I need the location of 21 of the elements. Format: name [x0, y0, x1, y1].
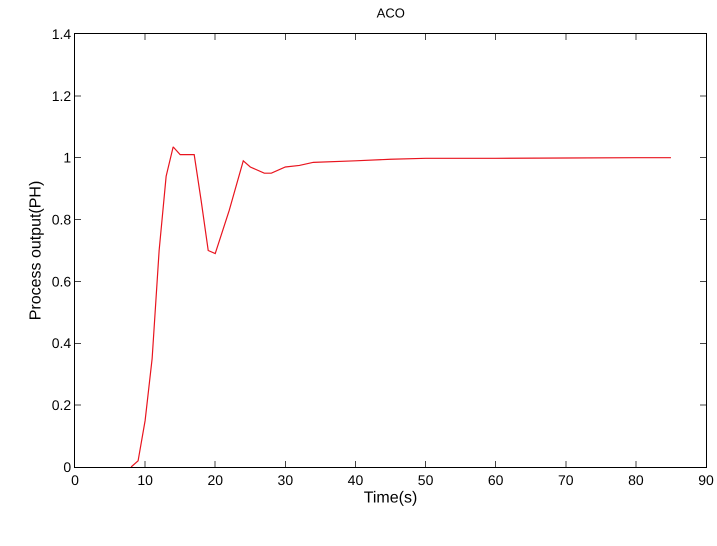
y-tick-label: 0.4 [52, 335, 72, 352]
x-tick-label: 70 [558, 472, 574, 488]
y-tick-label: 0.8 [52, 211, 72, 228]
chart-title: ACO [376, 5, 405, 20]
y-tick-label: 1 [63, 150, 72, 166]
line-series [130, 146, 672, 467]
x-tick-label: 60 [488, 472, 504, 488]
y-tick-label: 1.2 [52, 88, 72, 104]
x-tick-label: 10 [137, 472, 154, 488]
y-tick-label: 0 [63, 458, 72, 475]
y-tick-label: 0.6 [52, 273, 72, 290]
x-axis-title: Time(s) [364, 490, 418, 506]
x-tick-label: 30 [278, 472, 294, 488]
x-tick-label: 20 [207, 472, 224, 488]
y-axis-title: Process output(PH) [28, 180, 45, 320]
x-tick-label: 40 [348, 472, 364, 488]
x-tick-label: 90 [698, 472, 714, 488]
y-tick-label: 0.2 [52, 397, 72, 414]
x-tick-label: 80 [628, 472, 644, 488]
x-tick-label: 50 [418, 472, 434, 488]
y-tick-label: 1.4 [52, 26, 72, 42]
